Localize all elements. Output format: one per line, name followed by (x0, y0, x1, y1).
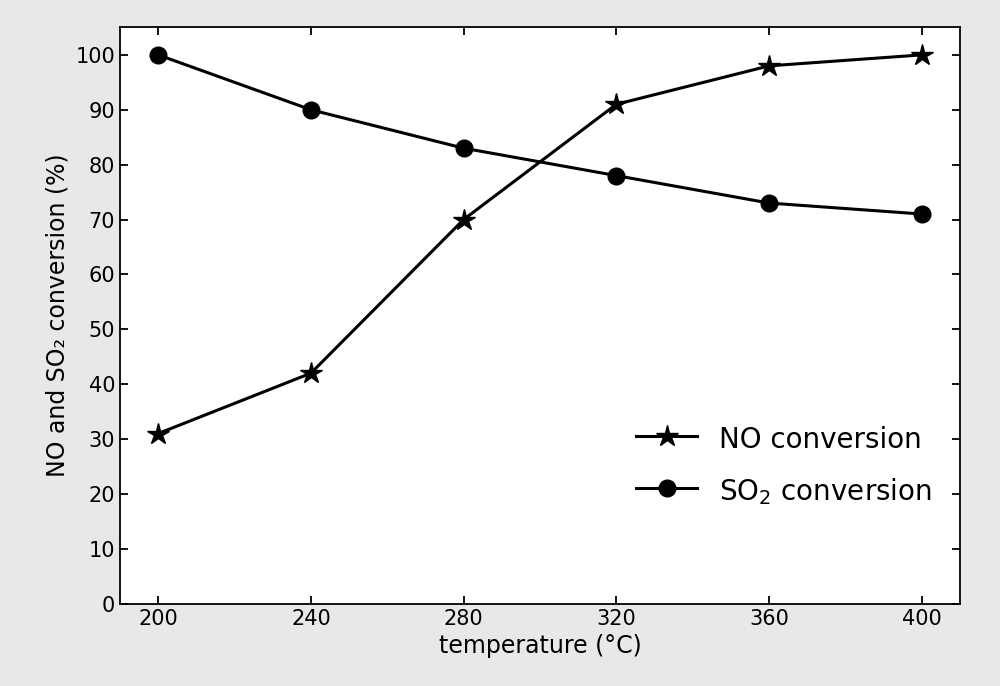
Legend: NO conversion, SO$_2$ conversion: NO conversion, SO$_2$ conversion (622, 410, 946, 521)
Y-axis label: NO and SO₂ conversion (%): NO and SO₂ conversion (%) (46, 154, 70, 477)
X-axis label: temperature (°C): temperature (°C) (439, 634, 641, 658)
